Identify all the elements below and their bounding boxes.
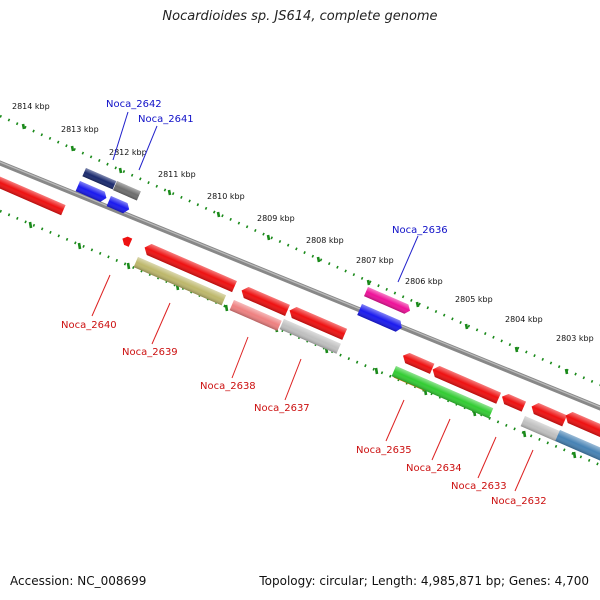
gene-label-noca-2642: Noca_2642 [106,99,162,110]
gene-noca-2634[interactable] [391,366,494,419]
gene-reverse-red-4[interactable] [401,351,435,374]
gene-noca-2641[interactable] [113,181,141,201]
tick-marks-outer [21,123,569,375]
tick-label: 2813 kbp [61,125,99,134]
gene-label-noca-2641: Noca_2641 [138,114,194,125]
gene-label-noca-2637: Noca_2637 [254,403,310,414]
leader-lines-forward [112,111,419,283]
gene-reverse-red-1[interactable] [142,242,237,293]
gene-label-noca-2633: Noca_2633 [451,481,507,492]
gene-forward-blue-1[interactable] [75,181,109,203]
gene-noca-2639[interactable] [133,257,227,306]
gene-label-noca-2635: Noca_2635 [356,445,412,456]
leader-lines-reverse [91,274,534,492]
tick-label: 2810 kbp [207,192,245,201]
gene-reverse-red-6[interactable] [500,392,527,412]
gene-left-red[interactable] [0,174,66,216]
gene-labels: Noca_2642 Noca_2641 Noca_2636 Noca_2640 … [61,99,547,507]
gene-label-noca-2640: Noca_2640 [61,320,117,331]
tick-label: 2807 kbp [356,256,394,265]
gene-forward-blue-2[interactable] [106,196,132,215]
gene-reverse-red-8[interactable] [563,410,600,439]
gene-reverse-red-2[interactable] [239,285,290,316]
topology-text: Topology: circular; Length: 4,985,871 bp… [259,574,589,588]
tick-label: 2812 kbp [109,148,147,157]
gene-label-noca-2632: Noca_2632 [491,496,547,507]
tick-label: 2814 kbp [12,102,50,111]
gene-reverse-red-7[interactable] [529,401,568,427]
tick-label: 2809 kbp [257,214,295,223]
gene-label-noca-2636: Noca_2636 [392,225,448,236]
gene-label-noca-2639: Noca_2639 [122,347,178,358]
genome-title: Nocardioides sp. JS614, complete genome [162,9,438,24]
tick-track-outer [0,114,600,387]
gene-label-noca-2634: Noca_2634 [406,463,462,474]
tick-label: 2805 kbp [455,295,493,304]
tick-track-inner [0,209,600,467]
gene-noca-2642[interactable] [82,168,117,190]
accession-text: Accession: NC_008699 [10,574,147,588]
gene-noca-2640[interactable] [120,235,133,247]
gene-noca-2638[interactable] [229,300,282,331]
tick-marks-inner [28,221,577,459]
gene-label-noca-2638: Noca_2638 [200,381,256,392]
tick-labels: 2814 kbp 2813 kbp 2812 kbp 2811 kbp 2810… [12,102,594,343]
gene-forward-blue-3[interactable] [357,304,404,333]
genome-backbone [0,160,600,411]
gene-noca-2636[interactable] [364,287,412,315]
gene-noca-2633[interactable] [520,416,560,442]
gene-reverse-red-3[interactable] [287,305,348,340]
tick-label: 2811 kbp [158,170,196,179]
tick-label: 2803 kbp [556,334,594,343]
tick-label: 2804 kbp [505,315,543,324]
gene-noca-2637[interactable] [279,319,341,354]
tick-label: 2808 kbp [306,236,344,245]
gene-reverse-red-5[interactable] [430,364,502,404]
gene-noca-2632[interactable] [555,430,600,461]
tick-label: 2806 kbp [405,277,443,286]
